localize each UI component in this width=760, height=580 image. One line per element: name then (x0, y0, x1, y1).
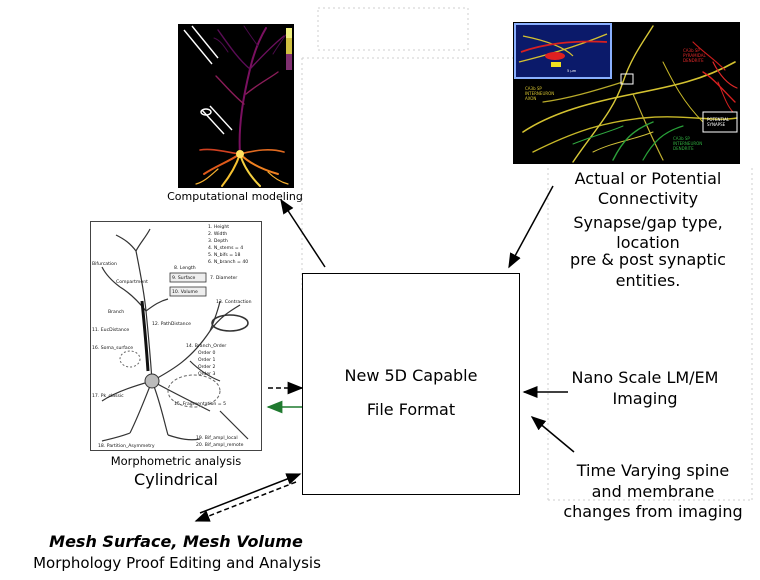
morpho-legend-0: 1. Height (208, 224, 229, 230)
connectivity-sub-line4: entities. (615, 271, 681, 290)
morpho-label-pathdistance: 12. PathDistance (152, 321, 191, 327)
morpho-label-diameter: 7. Diameter (210, 275, 237, 281)
morpho-label-order1: Order 1 (198, 357, 216, 363)
conn-img-label-10: DENDRITE (673, 146, 694, 151)
cylindrical-label: Cylindrical (134, 470, 218, 489)
guide-dotted-lines (301, 7, 753, 501)
connectivity-title-line2: Connectivity (597, 189, 699, 208)
connectivity-sub-line1: Synapse/gap type, (573, 213, 723, 232)
conn-img-label-6: POTENTIAL (707, 117, 730, 122)
morpho-label-order3: Order 3 (198, 371, 216, 377)
morpho-label-bif-ampl-remote: 20. Bif_ampl_remote (196, 442, 244, 448)
nano-line2: Imaging (612, 389, 678, 408)
connectivity-image: 5 µm CA3b SP INTERNEURON AXON CA3b SP PY… (513, 22, 740, 164)
conn-img-label-5: DENDRITE (683, 58, 704, 63)
morpho-label-contraction: 13. Contraction (216, 299, 252, 305)
morpho-label-fragmentation: 15. Fragmentation = 5 (174, 401, 226, 407)
time-varying-line2: and membrane (591, 482, 715, 501)
connectivity-sub-line2: location (616, 233, 680, 252)
mesh-line2: Morphology Proof Editing and Analysis (33, 554, 321, 572)
morpho-label-bif-ampl-local: 19. Bif_ampl_local (196, 435, 238, 441)
morpho-label-compartment: Compartment (116, 279, 148, 285)
conn-img-label-8: CA3b SP (673, 136, 690, 141)
morpho-legend-2: 3. Depth (208, 238, 228, 244)
morpho-label-order2: Order 2 (198, 364, 216, 370)
conn-img-label-scale: 5 µm (567, 69, 577, 73)
computational-model-image (178, 24, 294, 188)
arrow-to-computational (280, 198, 326, 268)
morpho-legend-3: 4. N_stems = 4 (208, 245, 243, 251)
morpho-legend-4: 5. N_bifs = 18 (208, 252, 240, 258)
arrow-box-to-mesh-dashed (194, 481, 297, 522)
morphometric-image: 1. Height 2. Width 3. Depth 4. N_stems =… (90, 221, 262, 451)
arrow-time-to-box (530, 416, 575, 453)
conn-img-label-3: CA3b SP (683, 48, 700, 53)
center-box-line2: File Format (366, 400, 456, 419)
morpho-label-partition-asymmetry: 18. Partition_Asymmetry (98, 443, 155, 449)
conn-img-label-0: CA3b SP (525, 86, 542, 91)
morpho-label-soma-surface: 16. Soma_surface (92, 345, 133, 351)
connectivity-title-line1: Actual or Potential (574, 169, 722, 188)
conn-img-label-1: INTERNEURON (525, 91, 554, 96)
computational-caption: Computational modeling (167, 190, 303, 203)
connectivity-sub-line3: pre & post synaptic (570, 250, 726, 269)
conn-img-label-2: AXON (525, 96, 536, 101)
morpho-legend-1: 2. Width (208, 231, 227, 237)
arrow-from-connectivity (508, 185, 554, 269)
time-varying-line1: Time Varying spine (576, 461, 730, 480)
nano-line1: Nano Scale LM/EM (571, 368, 719, 387)
time-varying-line3: changes from imaging (563, 502, 743, 521)
arrow-mesh-to-box (199, 473, 302, 514)
morpho-label-branch: Branch (108, 309, 124, 315)
morpho-label-length: 8. Length (174, 265, 196, 271)
morpho-label-eucdistance: 11. EucDistance (92, 327, 129, 333)
center-file-format-box: New 5D Capable File Format (302, 273, 520, 495)
morpho-label-surface: 9. Surface (172, 275, 196, 281)
morpho-label-volume: 10. Volume (172, 289, 198, 295)
conn-img-label-7: SYNAPSE (707, 122, 726, 127)
morphometric-caption: Morphometric analysis (110, 454, 242, 468)
conn-img-label-4: PYRAMIDAL (683, 53, 706, 58)
morpho-label-branch-order: 14. Branch_Order (186, 343, 226, 349)
morpho-legend-5: 6. N_branch = 40 (208, 259, 248, 265)
morpho-label-order0: Order 0 (198, 350, 216, 356)
morpho-label-pk-classic: 17. Pk_classic (92, 393, 124, 399)
center-box-line1: New 5D Capable (344, 366, 478, 385)
morpho-label-bifurcation: Bifurcation (92, 261, 117, 267)
mesh-line1: Mesh Surface, Mesh Volume (49, 532, 303, 551)
conn-img-label-9: INTERNEURON (673, 141, 702, 146)
